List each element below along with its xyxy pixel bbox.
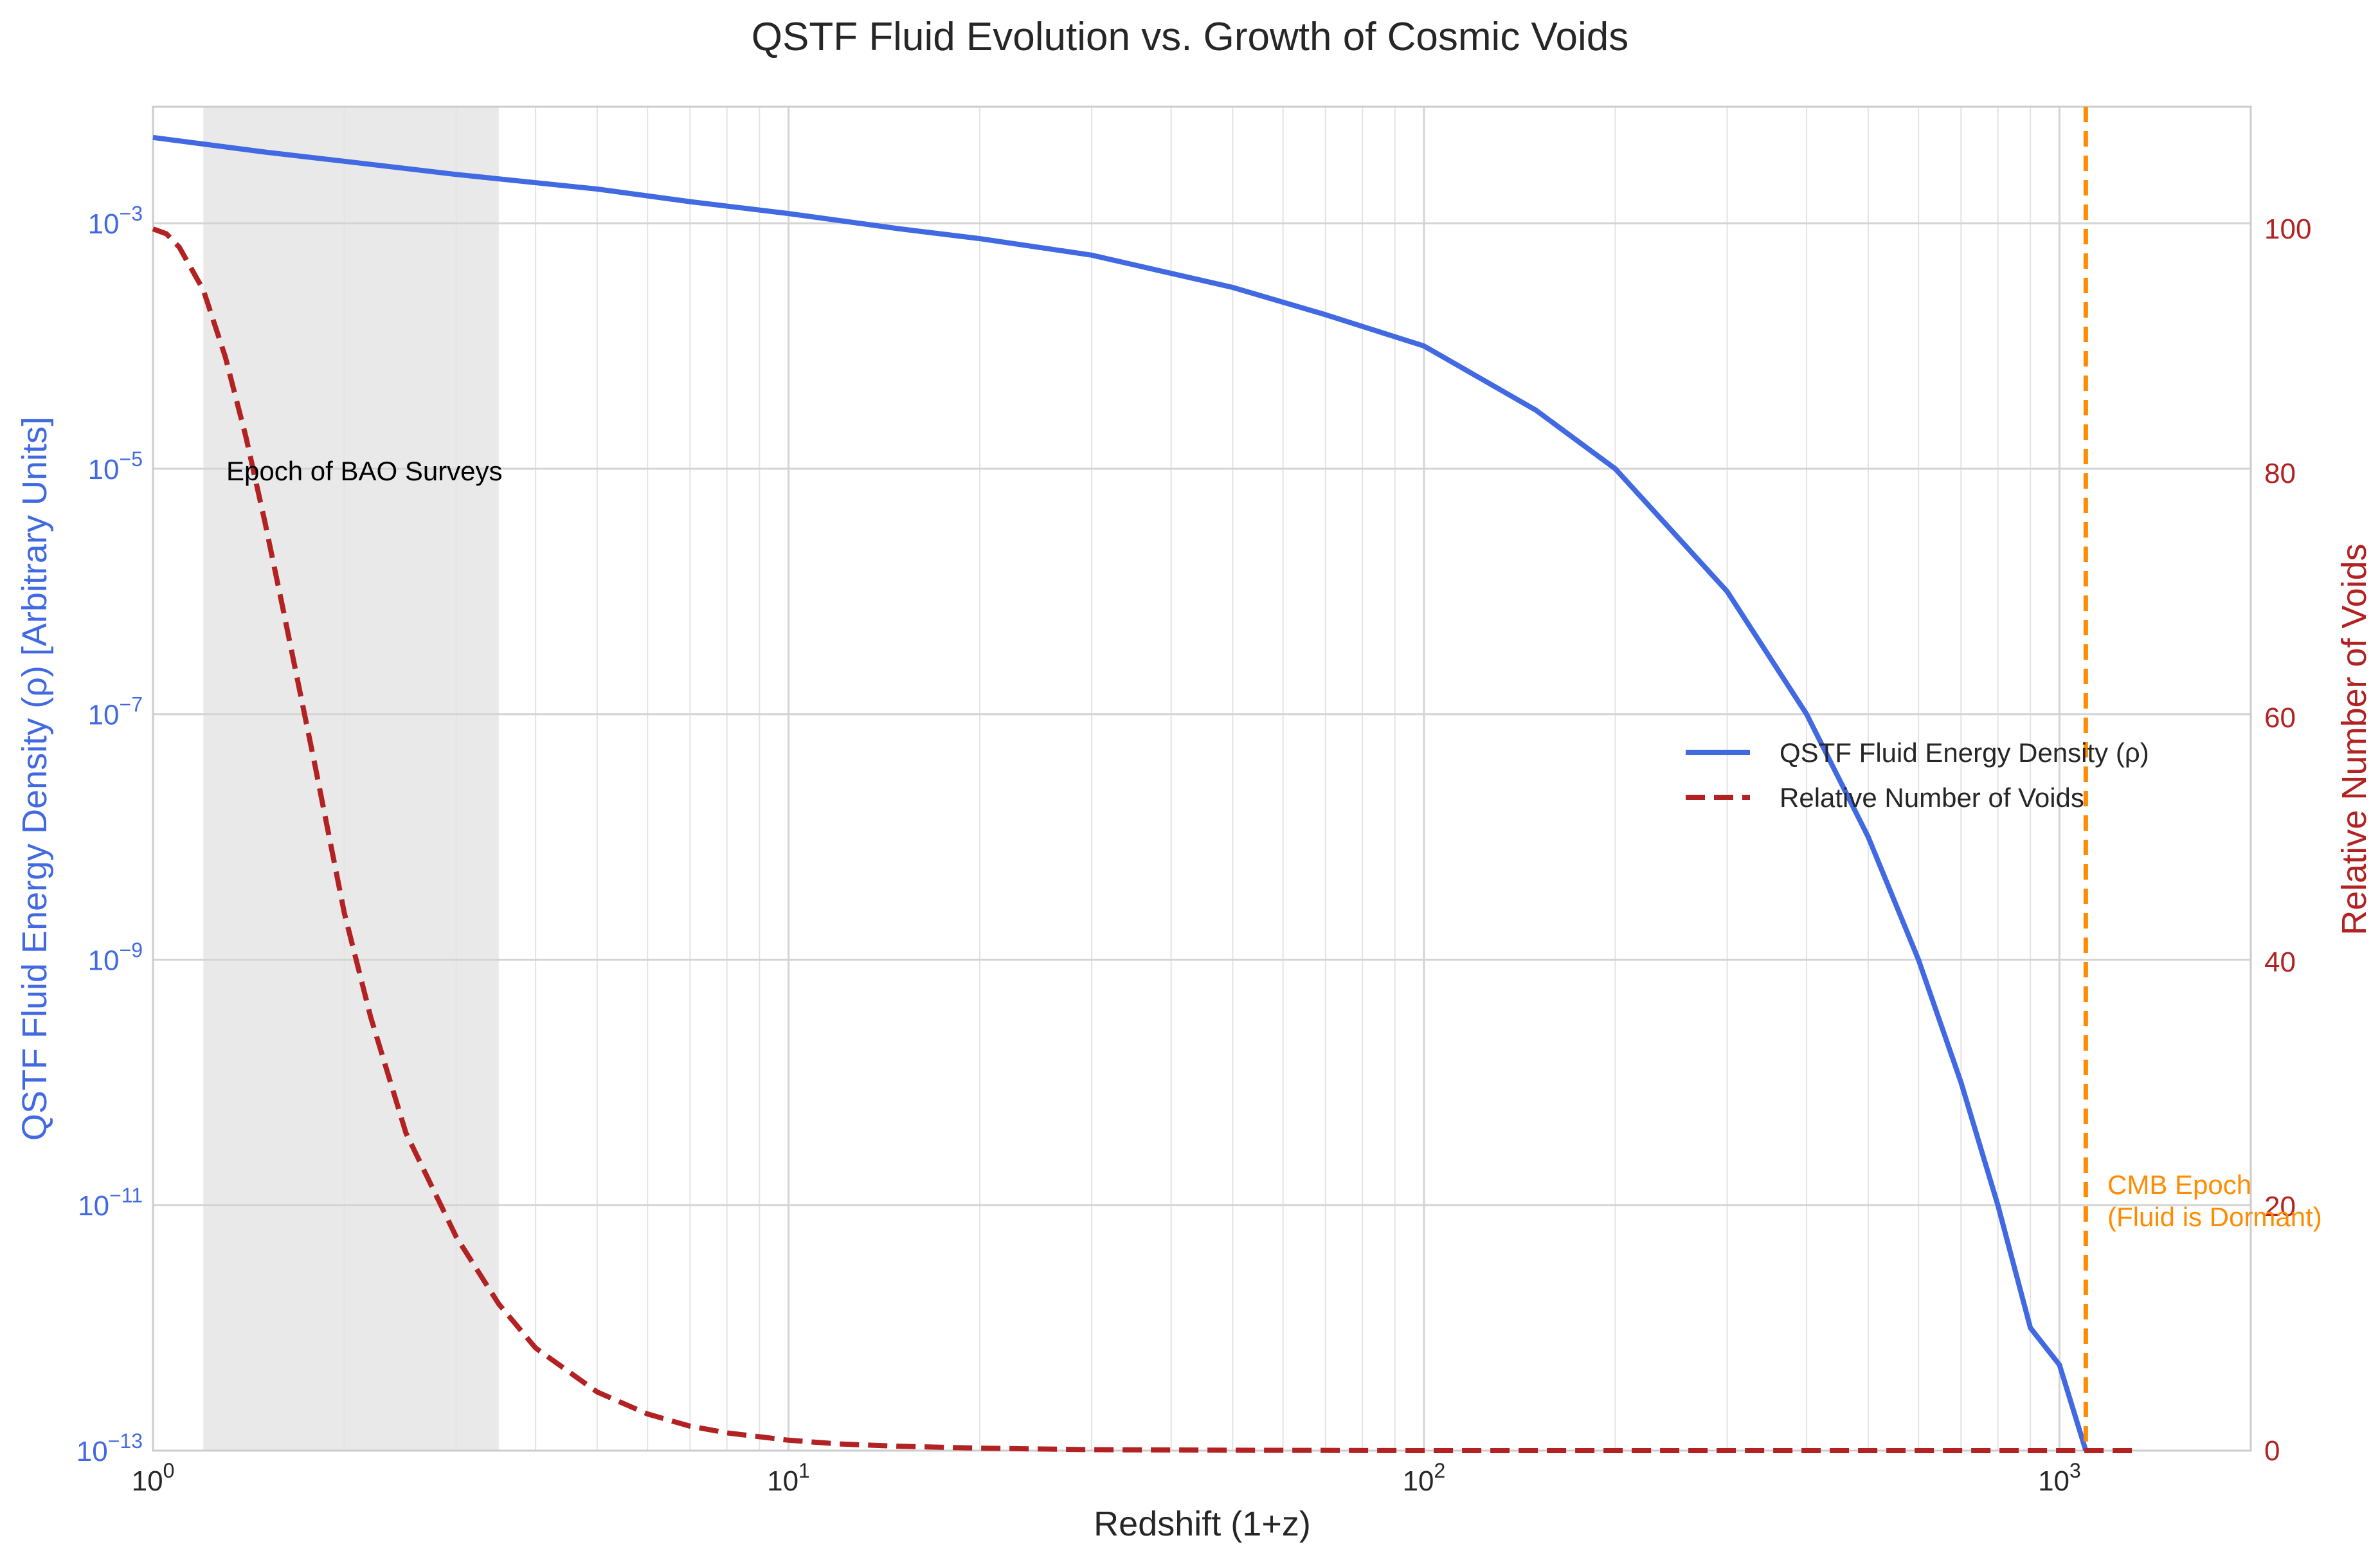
x-tick-label: 100 xyxy=(132,1459,175,1497)
right-y-tick-label: 0 xyxy=(2264,1435,2280,1467)
series-line-relative-voids xyxy=(152,226,2132,1453)
x-tick-exponent: 3 xyxy=(2069,1459,2081,1482)
right-y-tick-label: 100 xyxy=(2264,213,2311,245)
plot-frame xyxy=(152,105,2252,1452)
bao-epoch-shaded-region xyxy=(203,107,499,1451)
left-y-tick-base: 10 xyxy=(77,1436,108,1467)
x-tick-exponent: 1 xyxy=(798,1459,810,1482)
series-line-qstf-density xyxy=(152,134,2089,1452)
x-tick-label: 103 xyxy=(2038,1459,2081,1497)
left-y-tick-exponent: −13 xyxy=(108,1429,143,1453)
left-y-tick-exponent: −5 xyxy=(120,448,143,471)
cmb-annotation-line-2: (Fluid is Dormant) xyxy=(2107,1202,2322,1232)
grid xyxy=(152,107,2251,1452)
x-tick-exponent: 0 xyxy=(163,1459,175,1482)
left-y-tick-base: 10 xyxy=(88,700,120,731)
left-y-tick-base: 10 xyxy=(88,454,120,485)
legend-label-relative-voids: Relative Number of Voids xyxy=(1780,783,2084,813)
x-tick-base: 10 xyxy=(132,1465,163,1497)
left-y-tick-label: 10−9 xyxy=(88,938,143,976)
left-y-tick-label: 10−3 xyxy=(88,202,143,240)
x-tick-exponent: 2 xyxy=(1434,1459,1446,1482)
left-y-tick-base: 10 xyxy=(88,945,120,976)
left-y-tick-base: 10 xyxy=(78,1190,109,1222)
legend: QSTF Fluid Energy Density (ρ) Relative N… xyxy=(1686,738,2149,813)
x-tick-base: 10 xyxy=(1403,1465,1434,1497)
x-tick-label: 101 xyxy=(767,1459,810,1497)
cmb-epoch-annotation: CMB Epoch (Fluid is Dormant) xyxy=(2107,1170,2322,1232)
x-axis-label: Redshift (1+z) xyxy=(1094,1505,1311,1543)
cmb-annotation-line-1: CMB Epoch xyxy=(2107,1170,2251,1200)
right-y-axis-ticks: 0 20 40 60 80 100 xyxy=(2264,213,2311,1467)
left-y-tick-label: 10−5 xyxy=(88,448,143,485)
right-y-tick-label: 60 xyxy=(2264,702,2296,734)
x-tick-base: 10 xyxy=(2038,1465,2069,1497)
x-tick-label: 102 xyxy=(1403,1459,1446,1497)
left-y-tick-label: 10−7 xyxy=(88,693,143,731)
left-y-tick-exponent: −7 xyxy=(120,693,143,716)
bao-epoch-annotation: Epoch of BAO Surveys xyxy=(226,456,503,486)
left-y-tick-exponent: −9 xyxy=(120,938,143,961)
left-y-tick-label: 10−11 xyxy=(78,1184,143,1222)
left-y-tick-exponent: −11 xyxy=(109,1184,143,1207)
left-y-tick-base: 10 xyxy=(88,208,120,240)
left-y-tick-label: 10−13 xyxy=(77,1429,143,1467)
right-y-tick-label: 40 xyxy=(2264,947,2296,978)
left-y-axis-label: QSTF Fluid Energy Density (ρ) [Arbitrary… xyxy=(15,417,54,1141)
legend-label-qstf-density: QSTF Fluid Energy Density (ρ) xyxy=(1780,738,2149,768)
right-y-tick-label: 20 xyxy=(2264,1191,2296,1222)
left-y-tick-exponent: −3 xyxy=(120,202,143,225)
chart-title: QSTF Fluid Evolution vs. Growth of Cosmi… xyxy=(752,15,1628,59)
right-y-tick-label: 80 xyxy=(2264,458,2296,489)
x-tick-base: 10 xyxy=(767,1465,798,1497)
right-y-axis-label: Relative Number of Voids xyxy=(2335,543,2374,935)
x-axis-ticks: 100 101 102 103 xyxy=(132,1459,2081,1497)
